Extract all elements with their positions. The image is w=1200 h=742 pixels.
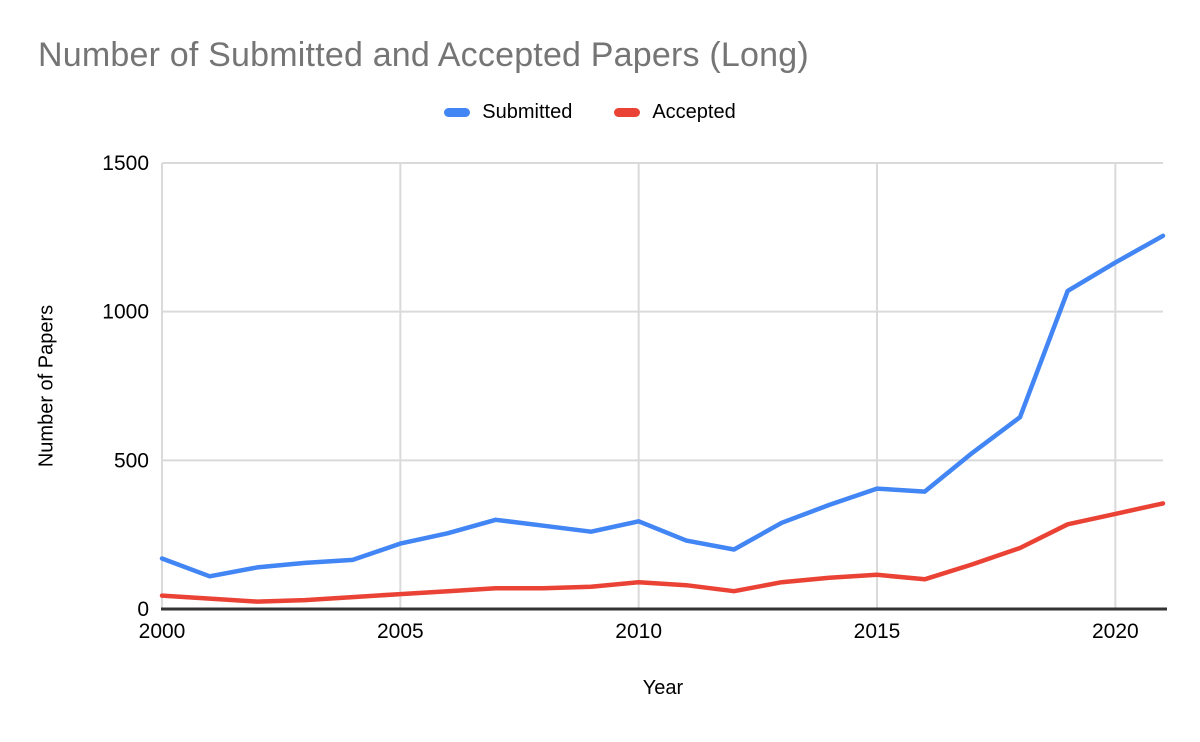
legend-item-submitted: Submitted — [444, 101, 572, 124]
legend: Submitted Accepted — [0, 101, 1180, 124]
x-tick-label: 2010 — [615, 620, 662, 643]
legend-label-submitted: Submitted — [482, 101, 573, 123]
legend-item-accepted: Accepted — [614, 101, 736, 124]
x-tick-label: 2020 — [1092, 620, 1139, 643]
series-line-accepted — [159, 501, 1166, 604]
x-axis-title: Year — [642, 677, 684, 699]
y-tick-label: 0 — [137, 598, 149, 621]
x-tick-label: 2015 — [854, 620, 901, 643]
chart-title: Number of Submitted and Accepted Papers … — [38, 36, 809, 74]
y-tick-label: 1000 — [102, 301, 149, 324]
series-line-submitted — [159, 233, 1166, 579]
accepted-series-swatch-icon — [614, 108, 641, 117]
x-tick-label: 2005 — [377, 620, 424, 643]
y-tick-label: 1500 — [102, 152, 149, 175]
y-tick-label: 500 — [114, 449, 149, 472]
legend-label-accepted: Accepted — [652, 101, 736, 123]
submitted-series-swatch-icon — [444, 108, 471, 117]
x-tick-label: 2000 — [139, 620, 186, 643]
